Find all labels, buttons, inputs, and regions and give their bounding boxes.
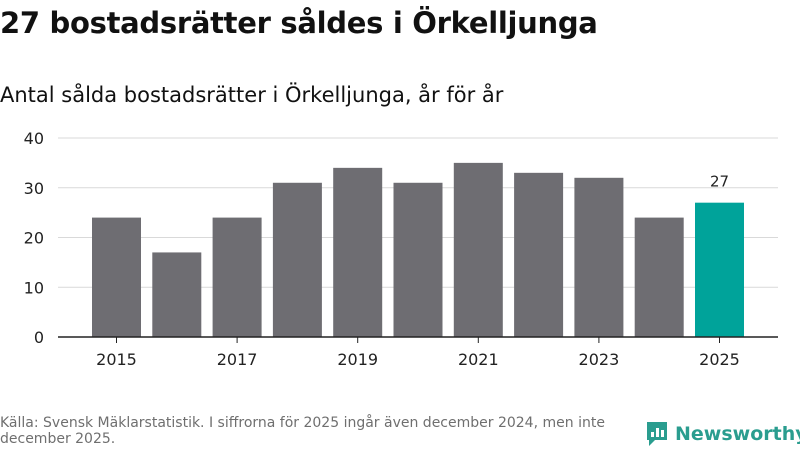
x-tick-label: 2015 — [96, 350, 137, 369]
bar-chart: 0 10 20 30 40 2015 2017 2019 2021 2023 2025 27 — [24, 129, 778, 369]
bar-2023 — [574, 177, 624, 337]
y-tick-label: 20 — [24, 229, 44, 248]
bar-2019 — [333, 167, 383, 337]
y-tick-label: 30 — [24, 179, 44, 198]
x-tick-label: 2023 — [579, 350, 620, 369]
bar-2024 — [634, 217, 684, 337]
bar-2020 — [393, 182, 443, 337]
bar-2022 — [514, 172, 564, 337]
y-tick-label: 10 — [24, 278, 44, 297]
y-tick-label: 40 — [24, 129, 44, 148]
bar-2015 — [92, 217, 141, 337]
data-label: 27 — [710, 173, 729, 191]
x-tick-label: 2025 — [699, 350, 740, 369]
bar-2025 — [695, 202, 744, 337]
bar-2018 — [272, 182, 322, 337]
chart-subtitle: Antal sålda bostadsrätter i Örkelljunga,… — [0, 83, 504, 107]
bar-2016 — [152, 252, 202, 337]
x-tick-label: 2019 — [337, 350, 378, 369]
brand-name: Newsworthy — [675, 423, 800, 445]
x-tick-label: 2017 — [217, 350, 258, 369]
source-note: Källa: Svensk Mäklarstatistik. I siffror… — [0, 415, 605, 447]
newsworthy-logo-icon — [647, 422, 667, 446]
y-tick-label: 0 — [34, 328, 44, 347]
bar-2017 — [212, 217, 262, 337]
brand-logo: Newsworthy — [645, 419, 800, 449]
chart-title: 27 bostadsrätter såldes i Örkelljunga — [0, 6, 598, 40]
x-tick-label: 2021 — [458, 350, 499, 369]
bar-2021 — [453, 162, 503, 337]
